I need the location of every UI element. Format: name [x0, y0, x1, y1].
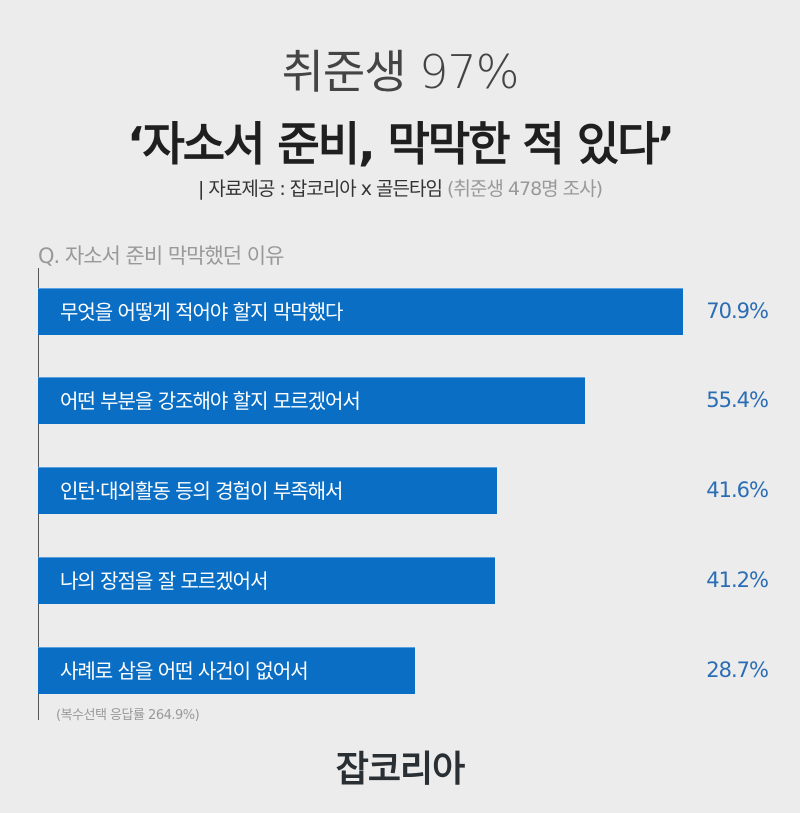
bar-label: 사례로 삼을 어떤 사건이 없어서	[60, 659, 309, 683]
bar: 무엇을 어떻게 적어야 할지 막막했다	[38, 288, 684, 335]
bar-label: 무엇을 어떻게 적어야 할지 막막했다	[60, 300, 343, 324]
chart-title: Q. 자소서 준비 막막했던 이유	[38, 244, 284, 268]
source-note: (취준생 478명 조사)	[447, 178, 603, 200]
value-label: 28.7%	[706, 658, 769, 682]
source: | 자료제공 : 잡코리아 x 골든타임	[197, 178, 443, 200]
bar: 어떤 부분을 강조해야 할지 모르겠어서	[38, 377, 585, 424]
value-label: 55.4%	[706, 388, 769, 412]
jobkorea-logo: 잡코리아	[335, 749, 465, 790]
title-line1: 취준생 97%	[281, 45, 520, 99]
value-label: 41.2%	[706, 568, 769, 592]
bar-label: 나의 장점을 잘 모르겠어서	[60, 569, 268, 593]
title-line2: ‘자소서 준비, 막막한 적 있다’	[126, 117, 675, 171]
bar: 인턴·대외활동 등의 경험이 부족해서	[38, 467, 498, 514]
bar: 나의 장점을 잘 모르겠어서	[38, 557, 495, 604]
value-label: 70.9%	[706, 299, 769, 323]
bar: 사례로 삼을 어떤 사건이 없어서	[38, 647, 416, 694]
bar-label: 어떤 부분을 강조해야 할지 모르겠어서	[60, 389, 361, 413]
bar-label: 인턴·대외활동 등의 경험이 부족해서	[60, 479, 343, 503]
source-line: | 자료제공 : 잡코리아 x 골든타임 (취준생 478명 조사)	[0, 174, 800, 201]
value-label: 41.6%	[706, 478, 769, 502]
footnote: (복수선택 응답률 264.9%)	[56, 708, 200, 723]
